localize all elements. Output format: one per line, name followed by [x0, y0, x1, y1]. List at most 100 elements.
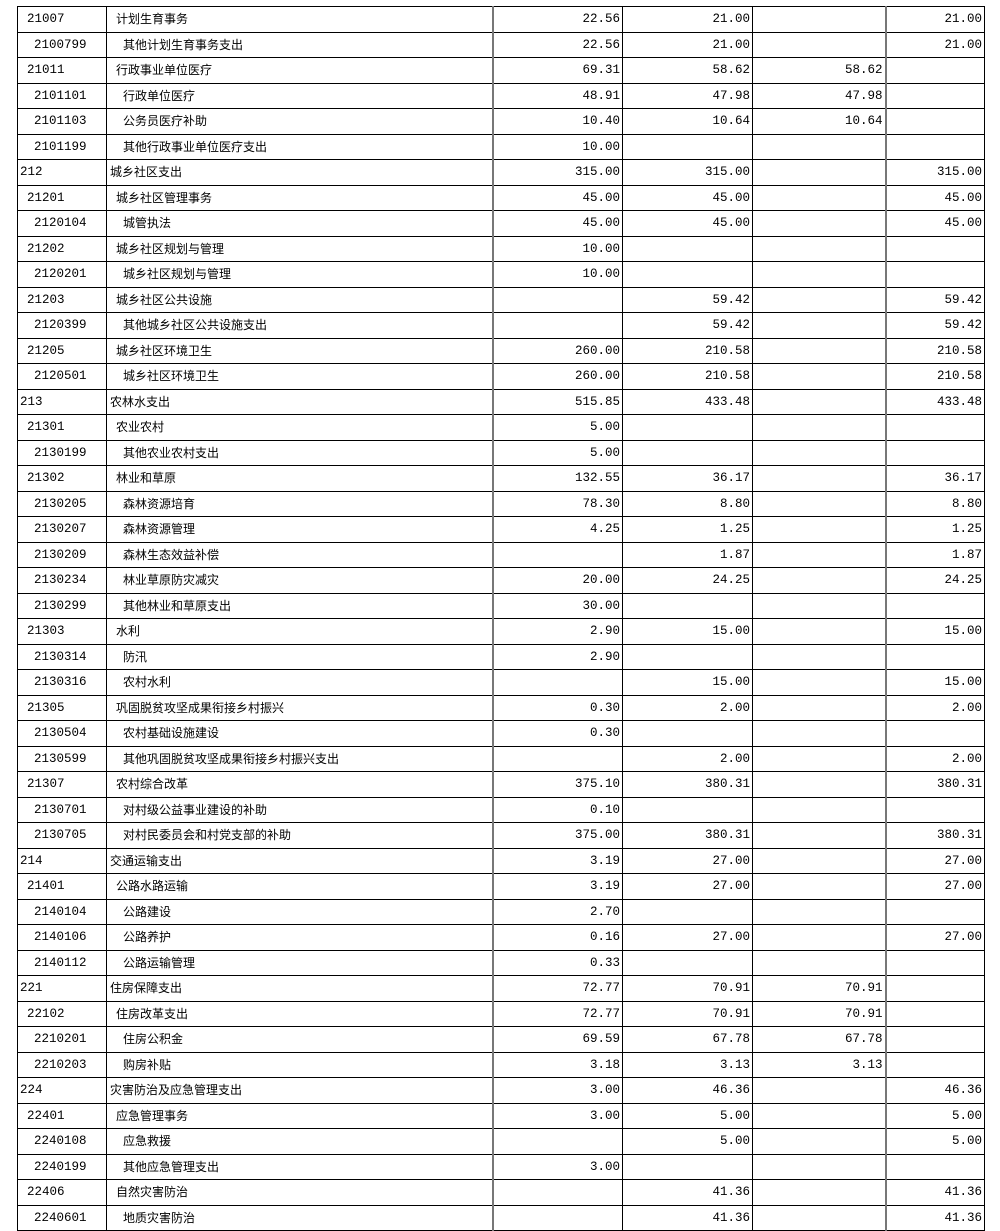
amount-col-4: [884, 975, 985, 1002]
amount-col-3: [752, 286, 886, 313]
table-row: 2130234 林业草原防灾减灾 20.00 24.25 24.25: [17, 567, 985, 594]
table-row: 21301 农业农村 5.00: [17, 414, 985, 441]
subject-name: 其他巩固脱贫攻坚成果衔接乡村振兴支出: [106, 745, 493, 772]
subject-code: 2101101: [17, 82, 107, 109]
amount-col-2: 59.42: [622, 286, 753, 313]
amount-col-4: 41.36: [884, 1204, 985, 1231]
amount-col-3: [752, 924, 886, 951]
subject-name: 对村级公益事业建设的补助: [106, 796, 493, 823]
amount-col-4: 24.25: [884, 567, 985, 594]
amount-col-4: [884, 414, 985, 441]
amount-col-2: 58.62: [622, 57, 753, 84]
amount-col-4: [884, 235, 985, 262]
amount-col-3: 3.13: [752, 1051, 886, 1078]
table-row: 2130207 森林资源管理 4.25 1.25 1.25: [17, 516, 985, 543]
amount-col-2: 10.64: [622, 108, 753, 135]
table-row: 2130705 对村民委员会和村党支部的补助 375.00 380.31 380.31: [17, 822, 985, 849]
amount-col-4: 5.00: [884, 1102, 985, 1129]
amount-col-3: [752, 898, 886, 925]
amount-col-2: 46.36: [622, 1077, 753, 1104]
amount-col-4: 36.17: [884, 465, 985, 492]
subject-code: 21203: [17, 286, 107, 313]
amount-col-3: [752, 6, 886, 33]
amount-col-3: [752, 1204, 886, 1231]
subject-name: 城乡社区环境卫生: [106, 363, 493, 390]
table-row: 2140112 公路运输管理 0.33: [17, 949, 985, 976]
table-row: 21303 水利 2.90 15.00 15.00: [17, 618, 985, 645]
amount-col-1: 3.00: [491, 1102, 623, 1129]
table-row: 2101101 行政单位医疗 48.91 47.98 47.98: [17, 82, 985, 109]
amount-col-3: [752, 414, 886, 441]
amount-col-1: [491, 541, 623, 568]
amount-col-1: [491, 1128, 623, 1155]
amount-col-1: 69.59: [491, 1026, 623, 1053]
amount-col-1: 2.70: [491, 898, 623, 925]
amount-col-3: [752, 133, 886, 160]
table-row: 2130701 对村级公益事业建设的补助 0.10: [17, 796, 985, 823]
amount-col-1: 0.10: [491, 796, 623, 823]
table-row: 21202 城乡社区规划与管理 10.00: [17, 235, 985, 262]
amount-col-3: [752, 1102, 886, 1129]
amount-col-2: 2.00: [622, 745, 753, 772]
subject-code: 22406: [17, 1179, 107, 1206]
amount-col-4: 41.36: [884, 1179, 985, 1206]
amount-col-4: 27.00: [884, 873, 985, 900]
amount-col-3: [752, 1077, 886, 1104]
amount-col-2: 1.87: [622, 541, 753, 568]
subject-code: 2130701: [17, 796, 107, 823]
table-row: 2130314 防汛 2.90: [17, 643, 985, 670]
amount-col-1: 375.00: [491, 822, 623, 849]
subject-code: 22401: [17, 1102, 107, 1129]
amount-col-4: 21.00: [884, 6, 985, 33]
amount-col-4: [884, 949, 985, 976]
subject-name: 住房改革支出: [106, 1000, 493, 1027]
table-row: 2130599 其他巩固脱贫攻坚成果衔接乡村振兴支出 2.00 2.00: [17, 745, 985, 772]
table-row: 21011 行政事业单位医疗 69.31 58.62 58.62: [17, 57, 985, 84]
amount-col-3: [752, 592, 886, 619]
subject-code: 2210201: [17, 1026, 107, 1053]
amount-col-3: [752, 337, 886, 364]
table-row: 221 住房保障支出 72.77 70.91 70.91: [17, 975, 985, 1002]
subject-name: 其他城乡社区公共设施支出: [106, 312, 493, 339]
subject-name: 城乡社区规划与管理: [106, 261, 493, 288]
subject-name: 应急救援: [106, 1128, 493, 1155]
subject-code: 21205: [17, 337, 107, 364]
amount-col-4: [884, 796, 985, 823]
table-row: 2101199 其他行政事业单位医疗支出 10.00: [17, 133, 985, 160]
table-row: 2100799 其他计划生育事务支出 22.56 21.00 21.00: [17, 31, 985, 58]
table-row: 212 城乡社区支出 315.00 315.00 315.00: [17, 159, 985, 186]
amount-col-1: 69.31: [491, 57, 623, 84]
amount-col-3: [752, 847, 886, 874]
amount-col-4: 21.00: [884, 31, 985, 58]
amount-col-2: 45.00: [622, 184, 753, 211]
amount-col-1: 72.77: [491, 975, 623, 1002]
amount-col-4: 15.00: [884, 618, 985, 645]
amount-col-2: [622, 261, 753, 288]
table-row: 21201 城乡社区管理事务 45.00 45.00 45.00: [17, 184, 985, 211]
amount-col-3: [752, 261, 886, 288]
subject-code: 21201: [17, 184, 107, 211]
amount-col-1: 0.33: [491, 949, 623, 976]
subject-code: 2120501: [17, 363, 107, 390]
amount-col-2: 433.48: [622, 388, 753, 415]
subject-name: 农林水支出: [106, 388, 493, 415]
amount-col-1: 22.56: [491, 6, 623, 33]
amount-col-1: 0.30: [491, 720, 623, 747]
amount-col-2: [622, 1153, 753, 1180]
subject-code: 2240108: [17, 1128, 107, 1155]
amount-col-1: [491, 312, 623, 339]
subject-code: 213: [17, 388, 107, 415]
amount-col-2: [622, 720, 753, 747]
amount-col-3: [752, 1179, 886, 1206]
amount-col-1: 48.91: [491, 82, 623, 109]
amount-col-4: 1.25: [884, 516, 985, 543]
amount-col-2: 210.58: [622, 363, 753, 390]
amount-col-2: 8.80: [622, 490, 753, 517]
subject-name: 住房保障支出: [106, 975, 493, 1002]
table-row: 21205 城乡社区环境卫生 260.00 210.58 210.58: [17, 337, 985, 364]
amount-col-1: 375.10: [491, 771, 623, 798]
table-row: 22401 应急管理事务 3.00 5.00 5.00: [17, 1102, 985, 1129]
subject-name: 森林资源管理: [106, 516, 493, 543]
subject-code: 2130209: [17, 541, 107, 568]
table-row: 2120501 城乡社区环境卫生 260.00 210.58 210.58: [17, 363, 985, 390]
